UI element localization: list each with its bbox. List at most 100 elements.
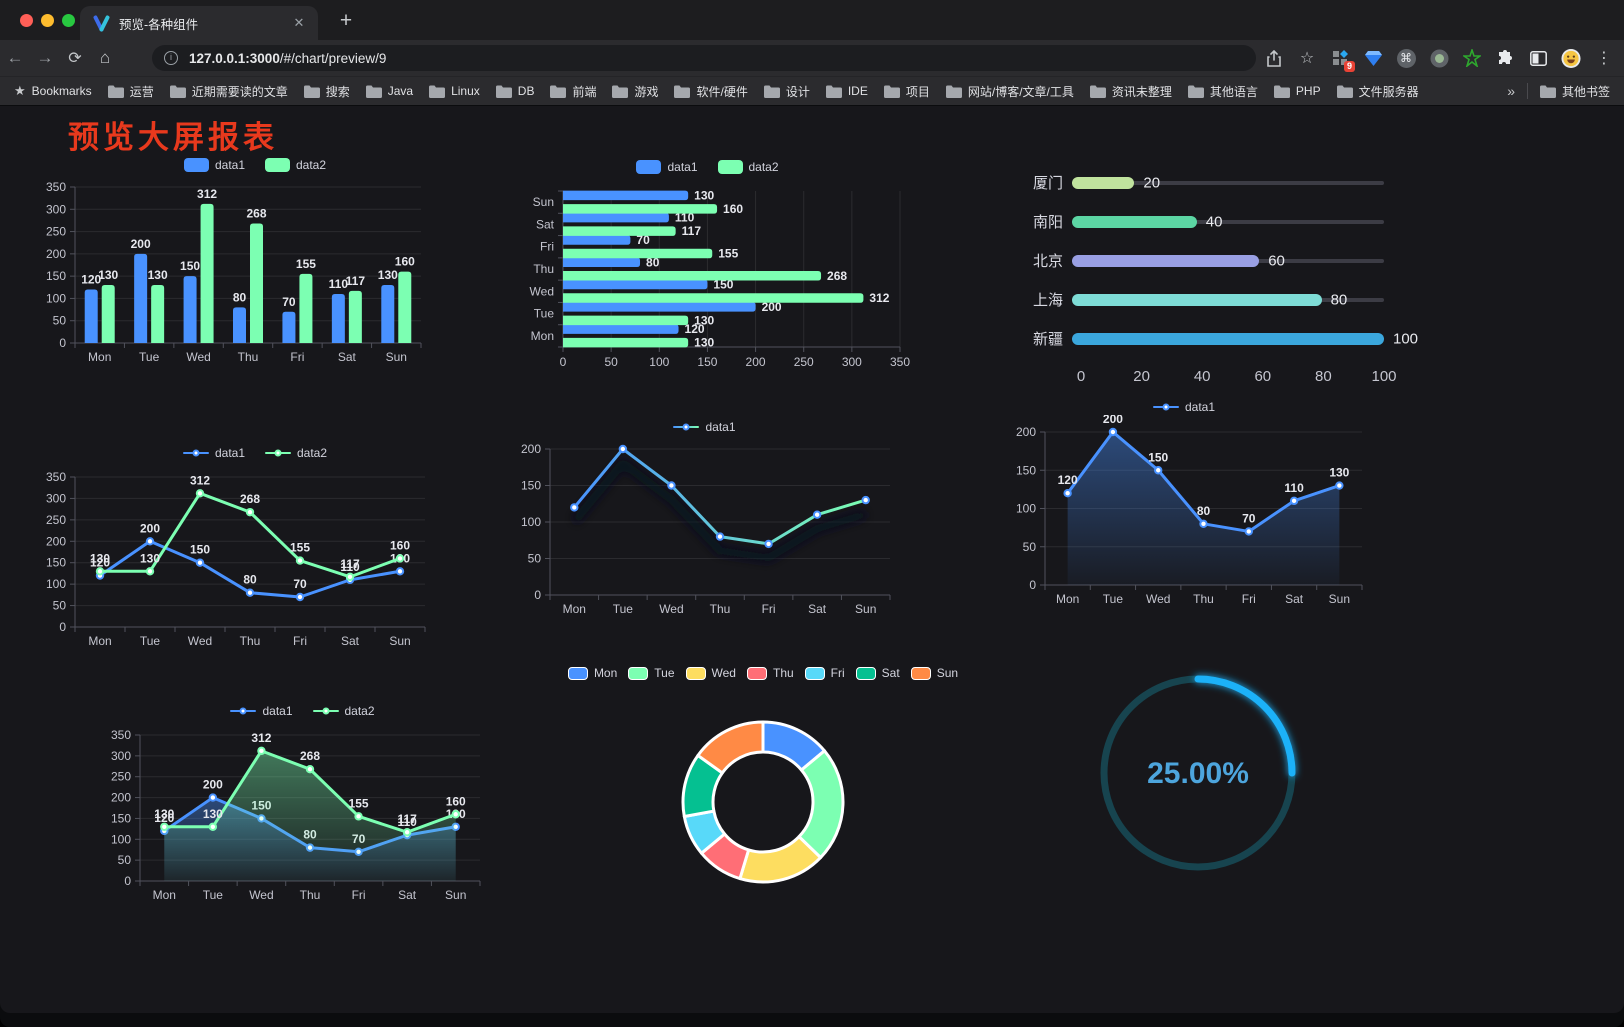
grouped-bar-chart[interactable]: data1 data2 0 50 100 150 200 250 300 350 Mon Tue Wed… bbox=[45, 153, 465, 368]
legend-swatch bbox=[855, 666, 876, 680]
bookmark-star-icon[interactable]: ☆ bbox=[1299, 50, 1315, 67]
home-icon[interactable]: ⌂ bbox=[99, 48, 111, 67]
progress-row-label: 北京 bbox=[1032, 253, 1063, 270]
progress-row[interactable]: 新疆 100 bbox=[1008, 319, 1418, 358]
bookmark-folder[interactable]: 运营 bbox=[107, 83, 154, 100]
legend-item[interactable]: data2 bbox=[265, 446, 327, 460]
new-tab-button[interactable]: + bbox=[339, 9, 353, 32]
svg-text:Tue: Tue bbox=[140, 634, 161, 648]
legend-item[interactable]: Wed bbox=[685, 666, 736, 680]
bookmark-folder[interactable]: PHP bbox=[1273, 84, 1321, 98]
progress-value: 60 bbox=[1268, 252, 1285, 269]
sidebar-panel-icon[interactable] bbox=[1528, 48, 1548, 68]
bookmark-folder[interactable]: DB bbox=[495, 84, 534, 98]
legend-item[interactable]: data1 bbox=[673, 420, 736, 434]
legend-item[interactable]: data2 bbox=[265, 158, 326, 172]
gem-extension-icon[interactable] bbox=[1363, 48, 1383, 68]
bookmark-folder[interactable]: Linux bbox=[429, 84, 480, 98]
window-controls[interactable] bbox=[20, 14, 75, 27]
url-text[interactable]: 127.0.0.1:3000/#/chart/preview/9 bbox=[189, 51, 386, 66]
profile-avatar[interactable] bbox=[1561, 48, 1581, 68]
bookmark-folder[interactable]: 网站/博客/文章/工具 bbox=[945, 83, 1074, 100]
close-window-icon[interactable] bbox=[20, 14, 33, 27]
plot-canvas[interactable]: 25.00% bbox=[1092, 667, 1304, 879]
svg-text:350: 350 bbox=[46, 470, 66, 484]
legend-item[interactable]: Thu bbox=[746, 666, 794, 680]
plot-canvas[interactable] bbox=[668, 707, 858, 897]
bookmarks-overflow-icon[interactable]: » bbox=[1507, 83, 1515, 99]
plot-canvas[interactable]: 0 50 100 150 200 Mon Tue Wed Thu Fri Sat Sun 120 200 1… bbox=[1000, 412, 1368, 611]
bookmark-folder[interactable]: 其他语言 bbox=[1187, 83, 1258, 100]
bookmark-folder[interactable]: 近期需要读的文章 bbox=[169, 83, 288, 100]
legend-item[interactable]: data1 bbox=[183, 158, 245, 172]
bookmark-folder[interactable]: 资讯未整理 bbox=[1089, 83, 1172, 100]
plot-canvas[interactable]: 0 50 100 150 200 Mon Tue Wed Thu Fri Sat Sun bbox=[512, 435, 897, 621]
donut-chart[interactable]: Mon Tue Wed Thu Fri Sat Sun bbox=[563, 661, 963, 913]
legend-item[interactable]: Sat bbox=[855, 666, 900, 680]
svg-text:150: 150 bbox=[111, 811, 131, 825]
bookmark-folder[interactable]: 前端 bbox=[550, 83, 596, 100]
bookmarks-root[interactable]: ★ Bookmarks bbox=[14, 83, 92, 99]
horizontal-bar-chart[interactable]: data1 data2 0 50 100 150 200 250 300 350 Mon 120 130… bbox=[505, 155, 910, 376]
two-series-line-chart[interactable]: data1 data2 0 50 100 150 200 250 300 350 Mon Tue Wed… bbox=[45, 441, 465, 658]
bookmark-folder[interactable]: 设计 bbox=[763, 83, 810, 100]
legend-item[interactable]: data2 bbox=[717, 160, 779, 174]
svg-text:155: 155 bbox=[718, 246, 738, 260]
svg-text:200: 200 bbox=[111, 791, 131, 805]
browser-tab[interactable]: 预览-各种组件 ✕ bbox=[80, 6, 318, 40]
progress-row[interactable]: 北京 60 bbox=[1008, 241, 1384, 280]
green-star-extension-icon[interactable] bbox=[1462, 48, 1482, 68]
plot-canvas[interactable]: 0 50 100 150 200 250 300 350 Mon Tue Wed Thu Fri Sat S… bbox=[45, 173, 465, 364]
minimize-window-icon[interactable] bbox=[41, 14, 54, 27]
share-icon[interactable] bbox=[1264, 48, 1284, 68]
browser-menu-icon[interactable]: ⋮ bbox=[1596, 50, 1612, 67]
reload-icon[interactable]: ⟳ bbox=[68, 50, 82, 67]
address-bar[interactable]: i 127.0.0.1:3000/#/chart/preview/9 bbox=[152, 45, 1256, 71]
legend-item[interactable]: data1 bbox=[1152, 400, 1215, 414]
site-info-icon[interactable]: i bbox=[164, 51, 178, 65]
legend-item[interactable]: Tue bbox=[628, 666, 675, 680]
legend-swatch bbox=[910, 666, 931, 680]
area-line-chart[interactable]: data1 0 50 100 150 200 Mon Tue Wed Thu Fri Sat Sun 12… bbox=[1000, 395, 1368, 616]
command-extension-icon[interactable]: ⌘ bbox=[1396, 48, 1416, 68]
maximize-window-icon[interactable] bbox=[62, 14, 75, 27]
bookmark-folder[interactable]: IDE bbox=[825, 84, 868, 98]
other-bookmarks-folder[interactable]: 其他书签 bbox=[1539, 83, 1610, 100]
gauge-chart[interactable]: 25.00% bbox=[1092, 667, 1304, 879]
bookmark-folder[interactable]: Java bbox=[365, 84, 413, 98]
tab-close-icon[interactable]: ✕ bbox=[293, 15, 305, 30]
legend-item[interactable]: Fri bbox=[804, 666, 845, 680]
legend-item[interactable]: data1 bbox=[230, 704, 293, 718]
bookmark-folder[interactable]: 项目 bbox=[883, 83, 930, 100]
legend-item[interactable]: data1 bbox=[182, 446, 245, 460]
progress-bar-chart[interactable]: 厦门 20 南阳 40 北京 60 上海 80 新疆 1 bbox=[1008, 163, 1418, 385]
progress-row[interactable]: 厦门 20 bbox=[1008, 163, 1384, 202]
bookmark-folder[interactable]: 文件服务器 bbox=[1336, 83, 1419, 100]
plot-canvas[interactable]: 0 50 100 150 200 250 300 350 Mon Tue Wed Thu Fri Sat S… bbox=[105, 719, 500, 907]
bookmark-folder[interactable]: 软件/硬件 bbox=[674, 83, 748, 100]
donut-slice[interactable] bbox=[696, 720, 765, 775]
progress-track bbox=[1072, 180, 1384, 185]
legend-item[interactable]: Mon bbox=[567, 666, 618, 680]
progress-row[interactable]: 上海 80 bbox=[1008, 280, 1384, 319]
forward-icon[interactable]: → bbox=[36, 48, 54, 67]
legend-item[interactable]: data2 bbox=[312, 704, 375, 718]
extensions-puzzle-icon[interactable] bbox=[1495, 48, 1515, 68]
legend-item[interactable]: Sun bbox=[910, 666, 958, 680]
progress-row[interactable]: 南阳 40 bbox=[1008, 202, 1384, 241]
dashboard-preview: 预览大屏报表 data1 data2 0 50 100 150 200 250 300 350 Mo… bbox=[0, 106, 1624, 1013]
bookmark-folder-label: 前端 bbox=[572, 84, 597, 99]
bookmark-folder[interactable]: 搜索 bbox=[303, 83, 350, 100]
two-series-area-line-chart[interactable]: data1 data2 0 50 100 150 200 250 300 350 Mon Tue Wed… bbox=[105, 699, 500, 912]
svg-text:80: 80 bbox=[646, 255, 660, 269]
record-extension-icon[interactable] bbox=[1429, 48, 1449, 68]
bookmark-folder[interactable]: 游戏 bbox=[612, 83, 658, 100]
legend-item[interactable]: data1 bbox=[636, 160, 698, 174]
gradient-line-chart[interactable]: data1 0 50 100 150 200 Mon Tue Wed Thu Fri Sat Sun bbox=[512, 415, 897, 626]
plot-canvas[interactable]: 0 50 100 150 200 250 300 350 Mon Tue Wed Thu Fri Sat S… bbox=[45, 461, 465, 653]
legend-swatch bbox=[636, 160, 662, 174]
back-icon[interactable]: ← bbox=[6, 48, 24, 67]
legend-label: Mon bbox=[593, 666, 618, 680]
extension-grid-icon[interactable]: 9 bbox=[1330, 48, 1355, 72]
